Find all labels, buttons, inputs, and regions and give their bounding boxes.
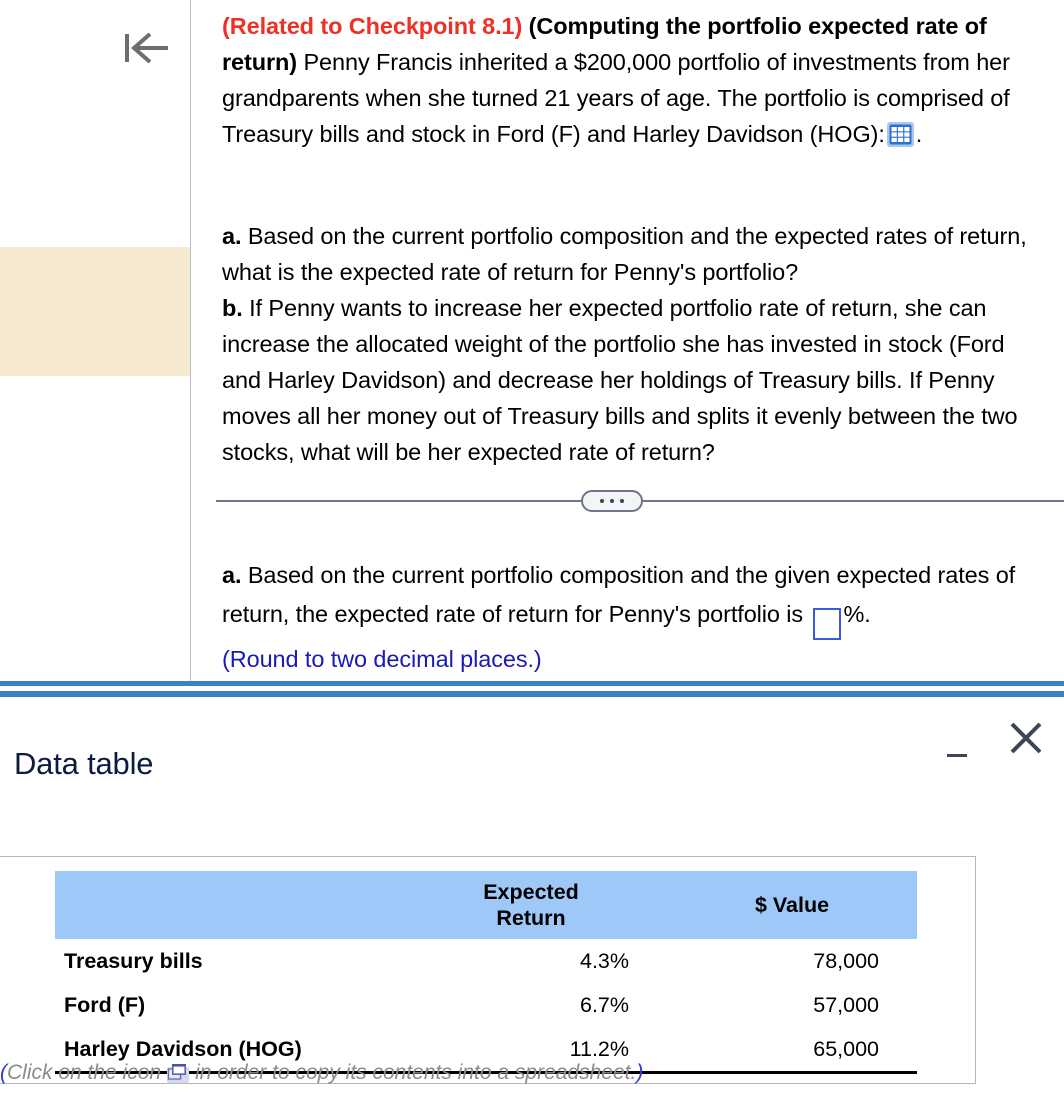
- panel-separator: [0, 680, 1064, 698]
- close-icon[interactable]: [1004, 716, 1048, 760]
- data-table-dialog: Data table Expected Return $ Value: [0, 698, 1064, 1104]
- table-header-row: Expected Return $ Value: [55, 871, 917, 939]
- separator-bar-bottom: [0, 691, 1064, 697]
- row-return-ford: 6.7%: [579, 992, 629, 1017]
- row-label-treasury-bills: Treasury bills: [64, 948, 203, 973]
- page-title: Data table: [14, 746, 154, 781]
- row-return-harley-davidson: 11.2%: [395, 1027, 667, 1074]
- table-footnote: (Click on the icon in order to copy its …: [0, 1061, 976, 1085]
- answer-prompt: Based on the current portfolio compositi…: [222, 562, 1016, 627]
- dot: [620, 499, 624, 503]
- left-gutter: [0, 0, 191, 682]
- spreadsheet-icon[interactable]: [886, 122, 914, 147]
- statement-trailing: .: [915, 121, 923, 147]
- question-parts: a. Based on the current portfolio compos…: [222, 218, 1032, 466]
- answer-input[interactable]: [812, 607, 841, 640]
- checkpoint-tag: (Related to Checkpoint 8.1): [222, 13, 523, 39]
- statement-text: Penny Francis inherited a $200,000 portf…: [222, 49, 1010, 147]
- table-header-dollar-value: $ Value: [667, 871, 917, 939]
- section-divider: [216, 490, 1064, 512]
- table-header-expected-return: Expected Return: [395, 871, 667, 939]
- table-header-corner: [55, 871, 395, 939]
- footnote-after-icon: in order to copy its contents into a spr…: [195, 1061, 637, 1084]
- row-value-ford: 57,000: [813, 992, 879, 1017]
- header-line-1: Expected: [483, 880, 579, 904]
- footnote-close-paren: ): [636, 1061, 644, 1084]
- copy-icon[interactable]: [167, 1063, 190, 1083]
- dot: [600, 499, 604, 503]
- question-area: (Related to Checkpoint 8.1) (Computing t…: [0, 0, 1064, 682]
- part-a-marker: a.: [222, 223, 242, 249]
- row-return-treasury-bills: 4.3%: [579, 948, 629, 973]
- back-to-start-icon[interactable]: [118, 28, 174, 68]
- rounding-note: (Round to two decimal places.): [222, 645, 542, 672]
- ellipsis-icon[interactable]: [581, 490, 643, 512]
- part-a-text: Based on the current portfolio compositi…: [222, 223, 1027, 285]
- table-container: Expected Return $ Value Treasury bills 4…: [0, 856, 976, 1084]
- question-part-a: a. Based on the current portfolio compos…: [222, 218, 1032, 290]
- row-value-harley-davidson: 65,000: [667, 1027, 917, 1074]
- row-label-ford: Ford (F): [64, 992, 146, 1017]
- footnote-open-paren: (: [0, 1061, 7, 1084]
- minimize-button[interactable]: [940, 726, 974, 760]
- table-row: Ford (F) 6.7% 57,000: [55, 983, 917, 1027]
- table-row: Harley Davidson (HOG) 11.2% 65,000: [55, 1027, 917, 1074]
- data-table: Expected Return $ Value Treasury bills 4…: [55, 871, 917, 1074]
- table-row: Treasury bills 4.3% 78,000: [55, 939, 917, 983]
- dot: [610, 499, 614, 503]
- question-body: (Related to Checkpoint 8.1) (Computing t…: [216, 0, 1064, 682]
- answer-marker: a.: [222, 562, 242, 588]
- part-b-text: If Penny wants to increase her expected …: [222, 295, 1018, 465]
- highlight-block: [0, 247, 190, 376]
- topic-tag: (Computing the portfolio expected rate o…: [222, 13, 987, 75]
- problem-statement: (Related to Checkpoint 8.1) (Computing t…: [222, 8, 1062, 152]
- question-part-b: b. If Penny wants to increase her expect…: [222, 290, 1032, 466]
- answer-block: a. Based on the current portfolio compos…: [222, 556, 1064, 679]
- separator-bar-top: [0, 681, 1064, 686]
- header-line-2: Return: [496, 906, 566, 930]
- answer-unit: %.: [843, 601, 871, 627]
- row-label-harley-davidson: Harley Davidson (HOG): [55, 1027, 395, 1074]
- footnote-before-icon: Click on the icon: [7, 1061, 162, 1084]
- part-b-marker: b.: [222, 295, 243, 321]
- minimize-dash-icon: [947, 754, 967, 757]
- row-value-treasury-bills: 78,000: [813, 948, 879, 973]
